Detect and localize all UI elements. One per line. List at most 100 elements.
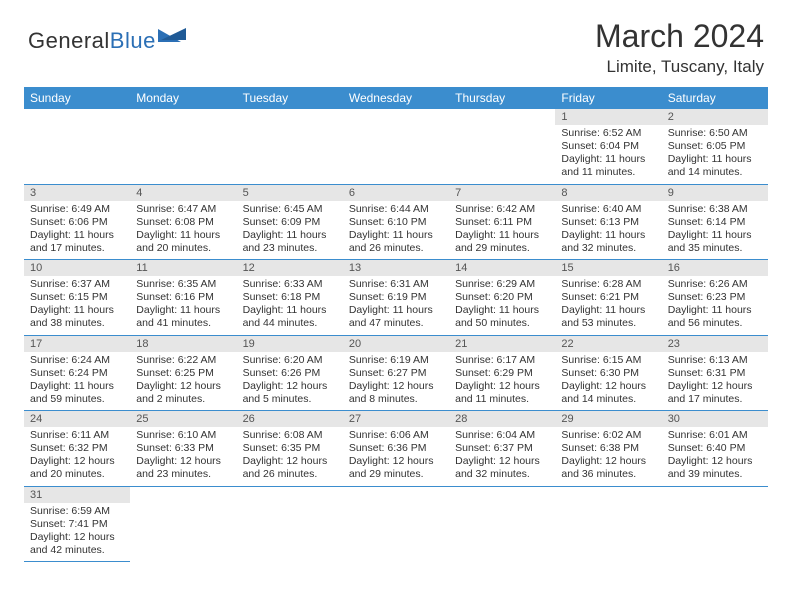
location: Limite, Tuscany, Italy (595, 57, 764, 77)
day-details: Sunrise: 6:42 AMSunset: 6:11 PMDaylight:… (449, 201, 555, 260)
sunrise-text: Sunrise: 6:20 AM (243, 354, 339, 367)
day-number: 12 (237, 260, 343, 276)
day-details: Sunrise: 6:29 AMSunset: 6:20 PMDaylight:… (449, 276, 555, 335)
sunrise-text: Sunrise: 6:35 AM (136, 278, 232, 291)
weekday-header: Tuesday (237, 87, 343, 109)
sunset-text: Sunset: 6:14 PM (668, 216, 764, 229)
sunset-text: Sunset: 6:11 PM (455, 216, 551, 229)
sunrise-text: Sunrise: 6:17 AM (455, 354, 551, 367)
sunset-text: Sunset: 6:09 PM (243, 216, 339, 229)
day-number: 8 (555, 185, 661, 201)
calendar-cell (237, 486, 343, 562)
calendar-cell: 30Sunrise: 6:01 AMSunset: 6:40 PMDayligh… (662, 411, 768, 487)
daylight-text: Daylight: 12 hours and 23 minutes. (136, 455, 232, 481)
calendar-row: 1Sunrise: 6:52 AMSunset: 6:04 PMDaylight… (24, 109, 768, 184)
calendar-cell (343, 486, 449, 562)
calendar-cell: 7Sunrise: 6:42 AMSunset: 6:11 PMDaylight… (449, 184, 555, 260)
sunset-text: Sunset: 6:24 PM (30, 367, 126, 380)
day-number: 1 (555, 109, 661, 125)
calendar-cell: 21Sunrise: 6:17 AMSunset: 6:29 PMDayligh… (449, 335, 555, 411)
day-details: Sunrise: 6:33 AMSunset: 6:18 PMDaylight:… (237, 276, 343, 335)
daylight-text: Daylight: 11 hours and 50 minutes. (455, 304, 551, 330)
sunset-text: Sunset: 6:40 PM (668, 442, 764, 455)
weekday-header-row: Sunday Monday Tuesday Wednesday Thursday… (24, 87, 768, 109)
day-number: 11 (130, 260, 236, 276)
sunrise-text: Sunrise: 6:52 AM (561, 127, 657, 140)
sunset-text: Sunset: 6:21 PM (561, 291, 657, 304)
weekday-header: Friday (555, 87, 661, 109)
day-details: Sunrise: 6:52 AMSunset: 6:04 PMDaylight:… (555, 125, 661, 184)
sunset-text: Sunset: 6:19 PM (349, 291, 445, 304)
daylight-text: Daylight: 12 hours and 29 minutes. (349, 455, 445, 481)
calendar-cell: 28Sunrise: 6:04 AMSunset: 6:37 PMDayligh… (449, 411, 555, 487)
calendar-cell (449, 109, 555, 184)
calendar-cell: 23Sunrise: 6:13 AMSunset: 6:31 PMDayligh… (662, 335, 768, 411)
day-number: 13 (343, 260, 449, 276)
sunrise-text: Sunrise: 6:42 AM (455, 203, 551, 216)
daylight-text: Daylight: 11 hours and 47 minutes. (349, 304, 445, 330)
calendar-cell: 1Sunrise: 6:52 AMSunset: 6:04 PMDaylight… (555, 109, 661, 184)
calendar-cell (237, 109, 343, 184)
day-details: Sunrise: 6:26 AMSunset: 6:23 PMDaylight:… (662, 276, 768, 335)
calendar-cell: 22Sunrise: 6:15 AMSunset: 6:30 PMDayligh… (555, 335, 661, 411)
weekday-header: Wednesday (343, 87, 449, 109)
daylight-text: Daylight: 12 hours and 20 minutes. (30, 455, 126, 481)
sunset-text: Sunset: 6:05 PM (668, 140, 764, 153)
sunset-text: Sunset: 6:35 PM (243, 442, 339, 455)
day-details: Sunrise: 6:45 AMSunset: 6:09 PMDaylight:… (237, 201, 343, 260)
sunset-text: Sunset: 6:32 PM (30, 442, 126, 455)
calendar-row: 24Sunrise: 6:11 AMSunset: 6:32 PMDayligh… (24, 411, 768, 487)
sunset-text: Sunset: 6:27 PM (349, 367, 445, 380)
day-details: Sunrise: 6:13 AMSunset: 6:31 PMDaylight:… (662, 352, 768, 411)
sunset-text: Sunset: 6:06 PM (30, 216, 126, 229)
sunrise-text: Sunrise: 6:50 AM (668, 127, 764, 140)
day-details: Sunrise: 6:17 AMSunset: 6:29 PMDaylight:… (449, 352, 555, 411)
calendar-cell: 12Sunrise: 6:33 AMSunset: 6:18 PMDayligh… (237, 260, 343, 336)
logo-text: GeneralBlue (28, 28, 156, 54)
day-number: 9 (662, 185, 768, 201)
daylight-text: Daylight: 11 hours and 44 minutes. (243, 304, 339, 330)
sunset-text: Sunset: 6:04 PM (561, 140, 657, 153)
daylight-text: Daylight: 12 hours and 11 minutes. (455, 380, 551, 406)
header: GeneralBlue March 2024 Limite, Tuscany, … (0, 0, 792, 83)
day-number: 23 (662, 336, 768, 352)
daylight-text: Daylight: 12 hours and 17 minutes. (668, 380, 764, 406)
day-number: 16 (662, 260, 768, 276)
calendar-cell: 6Sunrise: 6:44 AMSunset: 6:10 PMDaylight… (343, 184, 449, 260)
sunrise-text: Sunrise: 6:59 AM (30, 505, 126, 518)
sunrise-text: Sunrise: 6:24 AM (30, 354, 126, 367)
sunset-text: Sunset: 6:31 PM (668, 367, 764, 380)
sunset-text: Sunset: 6:30 PM (561, 367, 657, 380)
day-details: Sunrise: 6:49 AMSunset: 6:06 PMDaylight:… (24, 201, 130, 260)
calendar-row: 17Sunrise: 6:24 AMSunset: 6:24 PMDayligh… (24, 335, 768, 411)
daylight-text: Daylight: 11 hours and 32 minutes. (561, 229, 657, 255)
day-details: Sunrise: 6:15 AMSunset: 6:30 PMDaylight:… (555, 352, 661, 411)
day-number: 25 (130, 411, 236, 427)
weekday-header: Monday (130, 87, 236, 109)
day-number: 4 (130, 185, 236, 201)
day-details: Sunrise: 6:08 AMSunset: 6:35 PMDaylight:… (237, 427, 343, 486)
daylight-text: Daylight: 12 hours and 14 minutes. (561, 380, 657, 406)
calendar-cell: 20Sunrise: 6:19 AMSunset: 6:27 PMDayligh… (343, 335, 449, 411)
day-details: Sunrise: 6:59 AMSunset: 7:41 PMDaylight:… (24, 503, 130, 562)
daylight-text: Daylight: 11 hours and 35 minutes. (668, 229, 764, 255)
day-number: 19 (237, 336, 343, 352)
sunset-text: Sunset: 6:18 PM (243, 291, 339, 304)
daylight-text: Daylight: 11 hours and 26 minutes. (349, 229, 445, 255)
sunrise-text: Sunrise: 6:08 AM (243, 429, 339, 442)
day-details: Sunrise: 6:06 AMSunset: 6:36 PMDaylight:… (343, 427, 449, 486)
title-block: March 2024 Limite, Tuscany, Italy (595, 18, 764, 77)
day-details: Sunrise: 6:31 AMSunset: 6:19 PMDaylight:… (343, 276, 449, 335)
logo-part1: General (28, 28, 110, 53)
sunrise-text: Sunrise: 6:11 AM (30, 429, 126, 442)
calendar-cell: 3Sunrise: 6:49 AMSunset: 6:06 PMDaylight… (24, 184, 130, 260)
sunrise-text: Sunrise: 6:15 AM (561, 354, 657, 367)
day-number: 31 (24, 487, 130, 503)
sunrise-text: Sunrise: 6:49 AM (30, 203, 126, 216)
day-details: Sunrise: 6:35 AMSunset: 6:16 PMDaylight:… (130, 276, 236, 335)
day-details: Sunrise: 6:47 AMSunset: 6:08 PMDaylight:… (130, 201, 236, 260)
calendar-table: Sunday Monday Tuesday Wednesday Thursday… (24, 87, 768, 562)
sunset-text: Sunset: 6:10 PM (349, 216, 445, 229)
day-number: 30 (662, 411, 768, 427)
calendar-cell: 17Sunrise: 6:24 AMSunset: 6:24 PMDayligh… (24, 335, 130, 411)
